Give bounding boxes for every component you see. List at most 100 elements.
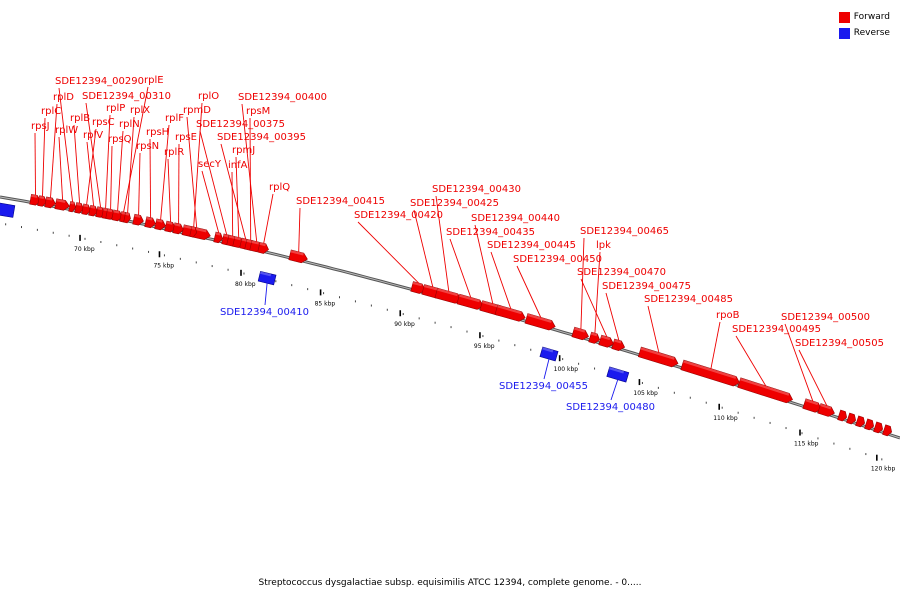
gene-label: rplP	[106, 103, 125, 114]
gene-shape[interactable]	[598, 334, 615, 349]
gene-rplQ[interactable]	[257, 242, 270, 254]
gene-rplD[interactable]	[44, 196, 57, 209]
gene-shape[interactable]	[588, 331, 601, 344]
gene-shape[interactable]	[54, 198, 71, 211]
gene-unlabeled[interactable]	[855, 415, 867, 428]
gene-SDE12394_00410[interactable]	[257, 270, 277, 286]
gene-shape[interactable]	[680, 359, 741, 387]
gene-rplC[interactable]	[37, 195, 48, 207]
gene-shape[interactable]	[606, 366, 630, 383]
leader-line	[42, 117, 46, 197]
gene-highlight	[125, 212, 130, 216]
leader-line	[735, 335, 767, 387]
gene-rplO[interactable]	[189, 226, 198, 238]
gene-shape[interactable]	[88, 204, 99, 217]
gene-rplB[interactable]	[74, 202, 85, 214]
gene-shape[interactable]	[123, 212, 132, 224]
gene-highlight	[481, 300, 501, 309]
gene-highlight	[542, 346, 554, 353]
gene-SDE12394_00415[interactable]	[288, 249, 309, 264]
gene-shape[interactable]	[837, 409, 849, 422]
gene-SDE12394_00290[interactable]	[68, 201, 77, 213]
leader-line	[34, 132, 36, 196]
gene-shape[interactable]	[611, 338, 626, 352]
gene-highlight	[241, 238, 248, 242]
gene-label: infA	[228, 160, 248, 171]
gene-shape[interactable]	[81, 203, 92, 215]
gene-shape[interactable]	[637, 346, 679, 368]
gene-shape[interactable]	[846, 412, 858, 425]
gene-SDE12394_00455[interactable]	[539, 346, 559, 362]
gene-SDE12394_00505[interactable]	[817, 403, 836, 418]
gene-shape[interactable]	[132, 213, 145, 226]
gene-rpoB[interactable]	[680, 359, 741, 387]
gene-SDE12394_00450[interactable]	[524, 313, 557, 332]
gene-SDE12394_00495[interactable]	[737, 377, 794, 405]
gene-shape[interactable]	[257, 242, 270, 254]
gene-SDE12394_00435[interactable]	[456, 293, 485, 311]
gene-shape[interactable]	[189, 226, 198, 238]
gene-shape[interactable]	[494, 304, 527, 323]
gene-secY[interactable]	[213, 231, 224, 244]
gene-shape[interactable]	[74, 202, 85, 214]
gene-shape[interactable]	[737, 377, 794, 405]
gene-SDE12394_00475[interactable]	[611, 338, 626, 352]
leader-line	[117, 130, 124, 211]
tick-label: 85 kbp	[315, 300, 336, 307]
gene-highlight	[259, 271, 272, 277]
gene-highlight	[31, 194, 38, 198]
scale-ticks: 70 kbp 75 kbp 80 kbp 85 kbp 90 kbp 95 kbp 100 …	[5, 223, 895, 473]
gene-rplV[interactable]	[88, 204, 99, 217]
gene-shape[interactable]	[571, 326, 590, 341]
gene-shape[interactable]	[873, 421, 885, 434]
leader-line	[138, 152, 141, 216]
gene-lpk[interactable]	[588, 331, 601, 344]
gene-shape[interactable]	[288, 249, 309, 264]
gene-shape[interactable]	[0, 202, 16, 218]
leader-line	[474, 224, 494, 304]
gene-shape[interactable]	[172, 222, 185, 235]
gene-label: SDE12394_00445	[487, 240, 576, 251]
gene-shape[interactable]	[213, 231, 224, 244]
gene-rplW[interactable]	[54, 198, 71, 211]
gene-shape[interactable]	[68, 201, 77, 213]
gene-shape[interactable]	[37, 195, 48, 207]
gene-shape[interactable]	[44, 196, 57, 209]
gene-unlabeled[interactable]	[846, 412, 858, 425]
gene-highlight	[640, 347, 675, 360]
gene-unlabeled[interactable]	[864, 418, 876, 431]
gene-SDE12394_00485[interactable]	[637, 346, 679, 368]
gene-label: rplE	[144, 75, 164, 86]
leader-line	[594, 251, 601, 334]
reverse-swatch	[838, 27, 850, 39]
leader-line	[123, 86, 149, 213]
gene-shape[interactable]	[855, 415, 867, 428]
gene-shape[interactable]	[539, 346, 559, 362]
gene-rpsE[interactable]	[172, 222, 185, 235]
gene-shape[interactable]	[144, 216, 157, 229]
leader-line	[86, 141, 95, 207]
gene-shape[interactable]	[154, 218, 167, 231]
gene-shape[interactable]	[864, 418, 876, 431]
gene-SDE12394_00500[interactable]	[802, 398, 823, 414]
gene-unlabeled[interactable]	[837, 409, 849, 422]
gene-rplX[interactable]	[123, 212, 132, 224]
leader-line	[50, 103, 58, 198]
gene-shape[interactable]	[456, 293, 485, 311]
gene-shape[interactable]	[817, 403, 836, 418]
gene-rpsC[interactable]	[81, 203, 92, 215]
gene-label: rplV	[83, 130, 103, 141]
gene-unlabeled[interactable]	[882, 424, 894, 437]
gene-SDE12394_00470[interactable]	[598, 334, 615, 349]
gene-unlabeled[interactable]	[873, 421, 885, 434]
gene-shape[interactable]	[257, 270, 277, 286]
gene-SDE12394_00445[interactable]	[494, 304, 527, 323]
gene-shape[interactable]	[882, 424, 894, 437]
gene-highlight	[251, 240, 260, 245]
gene-SDE12394_00480[interactable]	[606, 366, 630, 383]
gene-SDE12394_00430[interactable]	[434, 287, 463, 305]
gene-unlabeled-reverse[interactable]	[0, 202, 16, 218]
gene-SDE12394_00465[interactable]	[571, 326, 590, 341]
gene-shape[interactable]	[524, 313, 557, 332]
